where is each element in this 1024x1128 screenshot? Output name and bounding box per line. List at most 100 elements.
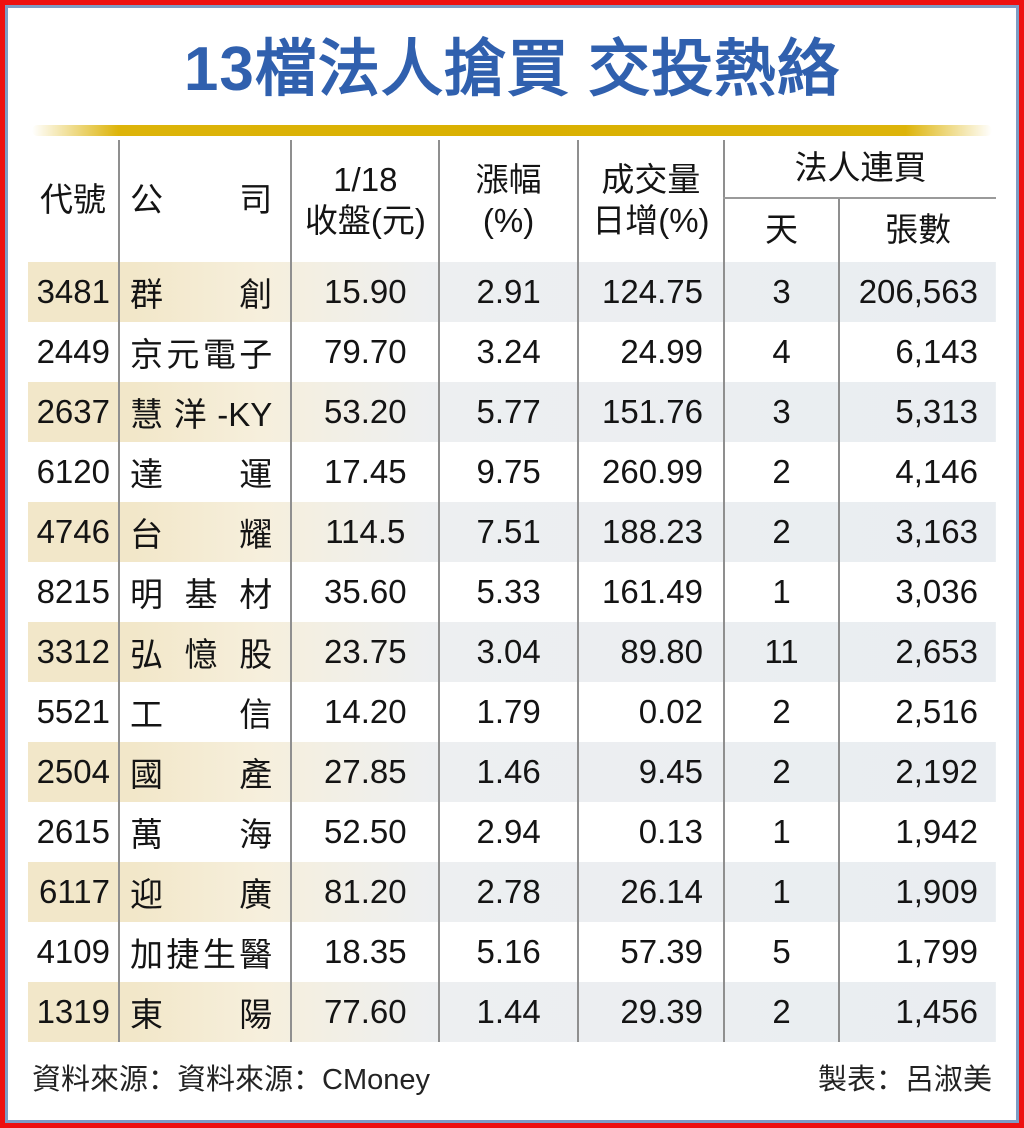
stock-table: 代號 公 司 1/18 收盤(元) 漲幅 (%) 成交量 日增(%) 法人連買 bbox=[28, 139, 996, 1042]
buy-lots: 206,563 bbox=[838, 261, 996, 322]
header-close-line2: 收盤(元) bbox=[304, 201, 426, 239]
change-percent: 5.16 bbox=[438, 921, 578, 982]
company-name: 群創 bbox=[117, 261, 292, 322]
table-row: 3481 群創 15.90 2.91 124.75 3 206,563 bbox=[28, 261, 996, 322]
change-percent: 5.77 bbox=[438, 381, 578, 442]
header-company: 公 司 bbox=[117, 139, 292, 262]
change-percent: 3.24 bbox=[438, 321, 578, 382]
buy-days: 2 bbox=[722, 441, 840, 502]
table-row: 2615 萬海 52.50 2.94 0.13 1 1,942 bbox=[28, 801, 996, 862]
buy-days: 2 bbox=[722, 741, 840, 802]
close-price: 15.90 bbox=[290, 261, 440, 322]
buy-days: 2 bbox=[722, 501, 840, 562]
buy-lots: 2,192 bbox=[838, 741, 996, 802]
buy-lots: 1,456 bbox=[838, 981, 996, 1042]
header-change-line1: 漲幅 bbox=[475, 161, 542, 199]
stock-code: 6117 bbox=[39, 872, 110, 910]
buy-lots: 1,909 bbox=[838, 861, 996, 922]
company-name: 慧洋-KY bbox=[117, 381, 292, 442]
volume-increase: 26.14 bbox=[576, 861, 724, 922]
close-price: 14.20 bbox=[290, 681, 440, 742]
header-group-institutional-buying: 法人連買 bbox=[722, 139, 996, 199]
volume-increase: 260.99 bbox=[576, 441, 724, 502]
buy-lots: 2,516 bbox=[838, 681, 996, 742]
buy-lots: 1,799 bbox=[838, 921, 996, 982]
data-source-label: 資料來源：資料來源：CMoney bbox=[32, 1063, 430, 1096]
table-row: 3312 弘憶股 23.75 3.04 89.80 11 2,653 bbox=[28, 621, 996, 682]
table-row: 2504 國產 27.85 1.46 9.45 2 2,192 bbox=[28, 741, 996, 802]
buy-lots: 4,146 bbox=[838, 441, 996, 502]
company-name: 工信 bbox=[117, 681, 292, 742]
change-percent: 1.79 bbox=[438, 681, 578, 742]
buy-days: 3 bbox=[722, 381, 840, 442]
table-row: 2449 京元電子 79.70 3.24 24.99 4 6,143 bbox=[28, 321, 996, 382]
stock-code: 4109 bbox=[36, 932, 110, 970]
volume-increase: 9.45 bbox=[576, 741, 724, 802]
close-price: 53.20 bbox=[290, 381, 440, 442]
buy-days: 1 bbox=[722, 861, 840, 922]
volume-increase: 151.76 bbox=[576, 381, 724, 442]
stock-code: 4746 bbox=[36, 512, 110, 550]
buy-days: 2 bbox=[722, 681, 840, 742]
close-price: 18.35 bbox=[290, 921, 440, 982]
buy-lots: 6,143 bbox=[838, 321, 996, 382]
change-percent: 3.04 bbox=[438, 621, 578, 682]
table-row: 1319 東陽 77.60 1.44 29.39 2 1,456 bbox=[28, 981, 996, 1042]
header-close-line1: 1/18 bbox=[333, 161, 398, 199]
header-volume-line1: 成交量 bbox=[601, 161, 701, 199]
close-price: 81.20 bbox=[290, 861, 440, 922]
stock-code: 2504 bbox=[36, 752, 110, 790]
volume-increase: 29.39 bbox=[576, 981, 724, 1042]
close-price: 23.75 bbox=[290, 621, 440, 682]
company-name: 明基材 bbox=[117, 561, 292, 622]
change-percent: 1.46 bbox=[438, 741, 578, 802]
volume-increase: 188.23 bbox=[576, 501, 724, 562]
company-name: 東陽 bbox=[117, 981, 292, 1042]
change-percent: 5.33 bbox=[438, 561, 578, 622]
table-row: 5521 工信 14.20 1.79 0.02 2 2,516 bbox=[28, 681, 996, 742]
table-row: 6120 達運 17.45 9.75 260.99 2 4,146 bbox=[28, 441, 996, 502]
buy-days: 5 bbox=[722, 921, 840, 982]
header-close: 1/18 收盤(元) bbox=[290, 139, 440, 262]
buy-lots: 5,313 bbox=[838, 381, 996, 442]
volume-increase: 24.99 bbox=[576, 321, 724, 382]
company-name: 加捷生醫 bbox=[117, 921, 292, 982]
volume-increase: 0.02 bbox=[576, 681, 724, 742]
header-change-line2: (%) bbox=[482, 201, 535, 239]
buy-days: 4 bbox=[722, 321, 840, 382]
buy-days: 11 bbox=[722, 621, 840, 682]
volume-increase: 124.75 bbox=[576, 261, 724, 322]
table-row: 6117 迎廣 81.20 2.78 26.14 1 1,909 bbox=[28, 861, 996, 922]
table-credit-label: 製表：呂淑美 bbox=[817, 1063, 992, 1096]
company-name: 台耀 bbox=[117, 501, 292, 562]
buy-days: 1 bbox=[722, 561, 840, 622]
gold-divider-bar bbox=[32, 124, 992, 136]
buy-lots: 2,653 bbox=[838, 621, 996, 682]
volume-increase: 89.80 bbox=[576, 621, 724, 682]
blue-inner-frame: 13檔法人搶買 交投熱絡 代號 公 司 1/18 收盤(元) 漲幅 (%) bbox=[5, 5, 1019, 1123]
table-body: 3481 群創 15.90 2.91 124.75 3 206,563 2449… bbox=[28, 261, 996, 1042]
volume-increase: 57.39 bbox=[576, 921, 724, 982]
page-title: 13檔法人搶買 交投熱絡 bbox=[183, 35, 841, 104]
close-price: 77.60 bbox=[290, 981, 440, 1042]
company-name: 迎廣 bbox=[117, 861, 292, 922]
company-name: 弘憶股 bbox=[117, 621, 292, 682]
stock-code: 2637 bbox=[36, 392, 110, 430]
buy-lots: 1,942 bbox=[838, 801, 996, 862]
change-percent: 2.78 bbox=[438, 861, 578, 922]
stock-code: 2449 bbox=[36, 332, 110, 370]
footer: 資料來源：資料來源：CMoney 製表：呂淑美 bbox=[28, 1056, 996, 1098]
table-row: 4746 台耀 114.5 7.51 188.23 2 3,163 bbox=[28, 501, 996, 562]
close-price: 79.70 bbox=[290, 321, 440, 382]
change-percent: 9.75 bbox=[438, 441, 578, 502]
close-price: 17.45 bbox=[290, 441, 440, 502]
buy-days: 3 bbox=[722, 261, 840, 322]
header-volume: 成交量 日增(%) bbox=[576, 139, 724, 262]
buy-days: 2 bbox=[722, 981, 840, 1042]
buy-lots: 3,036 bbox=[838, 561, 996, 622]
buy-days: 1 bbox=[722, 801, 840, 862]
stock-code: 3481 bbox=[36, 272, 110, 310]
change-percent: 1.44 bbox=[438, 981, 578, 1042]
table-row: 2637 慧洋-KY 53.20 5.77 151.76 3 5,313 bbox=[28, 381, 996, 442]
